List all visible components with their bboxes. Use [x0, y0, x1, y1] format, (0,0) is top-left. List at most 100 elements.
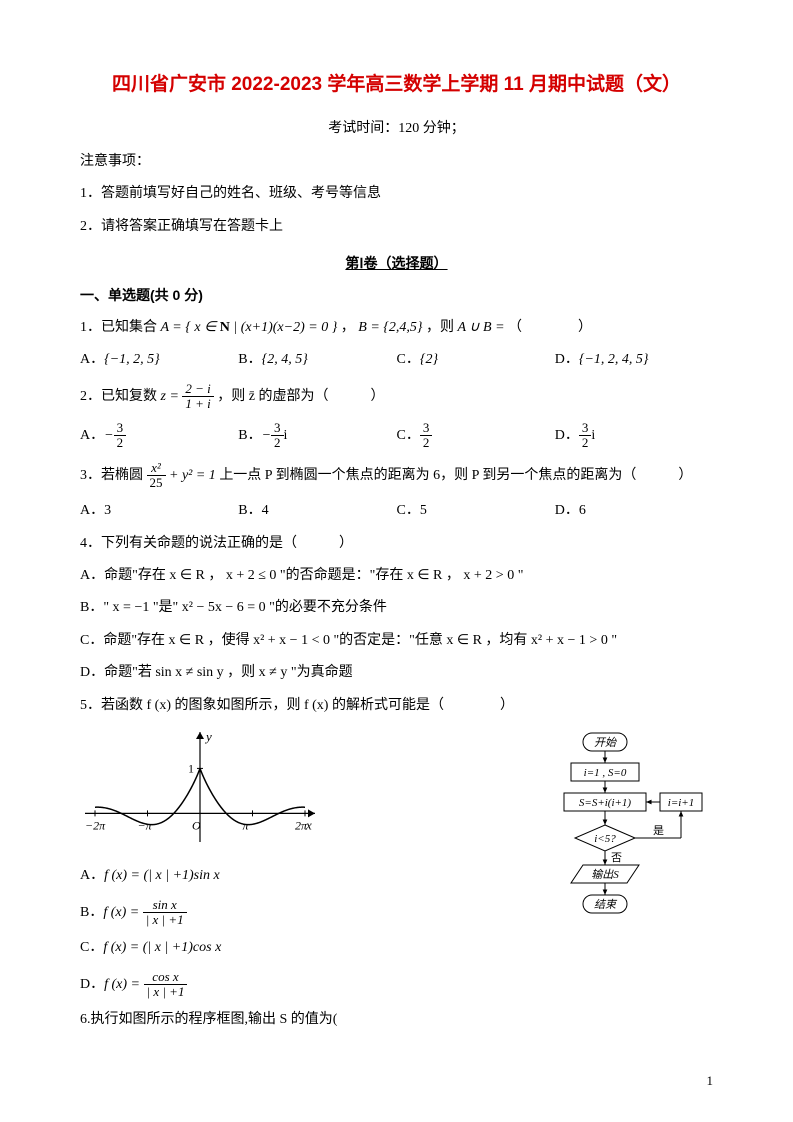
- q2-opt-b: B．−32i: [238, 421, 396, 451]
- q1-opt-c: C．{2}: [397, 349, 555, 371]
- q6-flowchart: 开始i=1 , S=0S=S+i(i+1)i=i+1i<5?是否输出S结束: [543, 727, 713, 997]
- q5-opt-b-label: B．: [80, 905, 103, 920]
- q1-opt-a-label: A．: [80, 352, 104, 367]
- q2-opt-c-den: 2: [420, 436, 433, 450]
- q5-opt-d-den: | x | +1: [144, 985, 188, 999]
- q4-stem: 4．下列有关命题的说法正确的是（ ）: [80, 533, 713, 555]
- q2-opt-a-label: A．: [80, 428, 104, 443]
- q1-stem-b: ，: [341, 320, 355, 335]
- q6-stem: 6.执行如图所示的程序框图,输出 S 的值为(: [80, 1009, 543, 1031]
- q1-opt-d-label: D．: [555, 352, 579, 367]
- q2-frac-num: 2 − i: [182, 382, 213, 397]
- exam-time: 考试时间：120 分钟；: [80, 118, 713, 140]
- q1-stem-d: （ ）: [508, 320, 592, 335]
- svg-text:O: O: [192, 818, 201, 832]
- q5-opt-c-val: f (x) = (| x | +1)cos x: [103, 940, 221, 955]
- svg-text:否: 否: [611, 852, 622, 864]
- q1-opt-c-val: {2}: [420, 352, 438, 367]
- q5-opt-b: B．f (x) = sin x| x | +1: [80, 898, 543, 928]
- q2-opt-d-num: 3: [579, 421, 592, 436]
- page-number: 1: [707, 1071, 714, 1092]
- q3-options: A．3 B．4 C．5 D．6: [80, 500, 713, 522]
- svg-text:i=1 , S=0: i=1 , S=0: [584, 767, 627, 779]
- svg-text:π: π: [243, 818, 250, 832]
- q3-stem-b: 上一点 P 到椭圆一个焦点的距离为 6，则 P 到另一个焦点的距离为（ ）: [219, 468, 692, 483]
- q3-frac-num: x²: [147, 461, 166, 476]
- q3-plus: + y² = 1: [169, 468, 216, 483]
- q2-opt-b-num: 3: [271, 421, 284, 436]
- q2-stem-b: ，则 z̄ 的虚部为（ ）: [217, 389, 384, 404]
- q2-opt-b-den: 2: [271, 436, 284, 450]
- q2-opt-a-den: 2: [114, 436, 127, 450]
- q5-opt-d-num: cos x: [144, 970, 188, 985]
- q2-opt-b-label: B．: [238, 428, 261, 443]
- q3-frac: x²25: [147, 461, 166, 491]
- q2-opt-b-suffix: i: [284, 428, 288, 443]
- q1-opt-a-val: {−1, 2, 5}: [104, 352, 160, 367]
- q2-stem: 2．已知复数 z = 2 − i1 + i ，则 z̄ 的虚部为（ ）: [80, 382, 713, 412]
- subsection-1-title: 一、单选题(共 0 分): [80, 284, 713, 306]
- q2-opt-d: D．32i: [555, 421, 713, 451]
- q2-opt-c: C．32: [397, 421, 555, 451]
- q1-stem: 1．已知集合 A = { x ∈ N | (x+1)(x−2) = 0 } ， …: [80, 317, 713, 339]
- note-1: 1．答题前填写好自己的姓名、班级、考号等信息: [80, 183, 713, 205]
- svg-text:i<5?: i<5?: [594, 833, 616, 845]
- q2-opt-a-frac: 32: [114, 421, 127, 451]
- svg-text:1: 1: [188, 761, 194, 775]
- q3-stem-a: 3．若椭圆: [80, 468, 143, 483]
- q2-opt-a: A．−32: [80, 421, 238, 451]
- q1-opt-d: D．{−1, 2, 4, 5}: [555, 349, 713, 371]
- q5-opt-b-den: | x | +1: [143, 913, 187, 927]
- q3-stem: 3．若椭圆 x²25 + y² = 1 上一点 P 到椭圆一个焦点的距离为 6，…: [80, 461, 713, 491]
- exam-title: 四川省广安市 2022-2023 学年高三数学上学期 11 月期中试题（文）: [80, 70, 713, 100]
- section-1-title: 第Ⅰ卷（选择题）: [80, 252, 713, 274]
- q2-opt-a-num: 3: [114, 421, 127, 436]
- q2-frac-den: 1 + i: [182, 397, 213, 411]
- q4-opt-c: C．命题"存在 x ∈ R ，使得 x² + x − 1 < 0 "的否定是："…: [80, 630, 713, 652]
- q1-union: A ∪ B =: [458, 320, 505, 335]
- q5-graph: −2π−πOπ2π1yx: [80, 727, 320, 847]
- q1-opt-b-val: {2, 4, 5}: [262, 352, 308, 367]
- q2-opt-c-frac: 32: [420, 421, 433, 451]
- q3-opt-b: B．4: [238, 500, 396, 522]
- q2-opt-b-frac: 32: [271, 421, 284, 451]
- q2-opt-d-label: D．: [555, 428, 579, 443]
- q3-opt-d: D．6: [555, 500, 713, 522]
- q2-opt-d-den: 2: [579, 436, 592, 450]
- q1-stem-c: ，则: [426, 320, 454, 335]
- q4-opt-a: A．命题"存在 x ∈ R ， x + 2 ≤ 0 "的否命题是："存在 x ∈…: [80, 565, 713, 587]
- q2-opt-a-prefix: −: [104, 428, 113, 443]
- q5-opt-d: D．f (x) = cos x| x | +1: [80, 970, 543, 1000]
- q1-opt-a: A．{−1, 2, 5}: [80, 349, 238, 371]
- q1-opt-c-label: C．: [397, 352, 420, 367]
- q2-frac: 2 − i1 + i: [182, 382, 213, 412]
- q2-opt-d-frac: 32: [579, 421, 592, 451]
- q5-opt-c: C．f (x) = (| x | +1)cos x: [80, 937, 543, 959]
- svg-text:S=S+i(i+1): S=S+i(i+1): [579, 797, 632, 809]
- svg-text:输出S: 输出S: [591, 868, 619, 881]
- svg-text:i=i+1: i=i+1: [668, 797, 694, 809]
- q1-opt-b-label: B．: [238, 352, 261, 367]
- q5-opt-b-lhs: f (x) =: [103, 905, 139, 920]
- q2-options: A．−32 B．−32i C．32 D．32i: [80, 421, 713, 451]
- q2-opt-c-num: 3: [420, 421, 433, 436]
- svg-text:y: y: [204, 729, 212, 744]
- q3-frac-den: 25: [147, 476, 166, 490]
- q5-opt-b-frac: sin x| x | +1: [143, 898, 187, 928]
- q2-opt-c-label: C．: [397, 428, 420, 443]
- q2-opt-b-prefix: −: [262, 428, 271, 443]
- svg-text:−2π: −2π: [85, 818, 106, 832]
- q1-set-a: A = { x ∈ N | (x+1)(x−2) = 0 }: [161, 320, 338, 335]
- q1-opt-b: B．{2, 4, 5}: [238, 349, 396, 371]
- q1-set-b: B = {2,4,5}: [358, 320, 422, 335]
- q5-stem: 5．若函数 f (x) 的图象如图所示，则 f (x) 的解析式可能是（ ）: [80, 695, 713, 717]
- q3-opt-a: A．3: [80, 500, 238, 522]
- q1-options: A．{−1, 2, 5} B．{2, 4, 5} C．{2} D．{−1, 2,…: [80, 349, 713, 371]
- q5-opt-a-val: f (x) = (| x | +1)sin x: [104, 868, 220, 883]
- q4-opt-b: B．" x = −1 "是" x² − 5x − 6 = 0 "的必要不充分条件: [80, 597, 713, 619]
- q5-opt-b-num: sin x: [143, 898, 187, 913]
- q5-opt-a: A．f (x) = (| x | +1)sin x: [80, 865, 543, 887]
- svg-text:x: x: [305, 817, 312, 832]
- svg-text:结束: 结束: [594, 898, 618, 911]
- q5-opt-a-label: A．: [80, 868, 104, 883]
